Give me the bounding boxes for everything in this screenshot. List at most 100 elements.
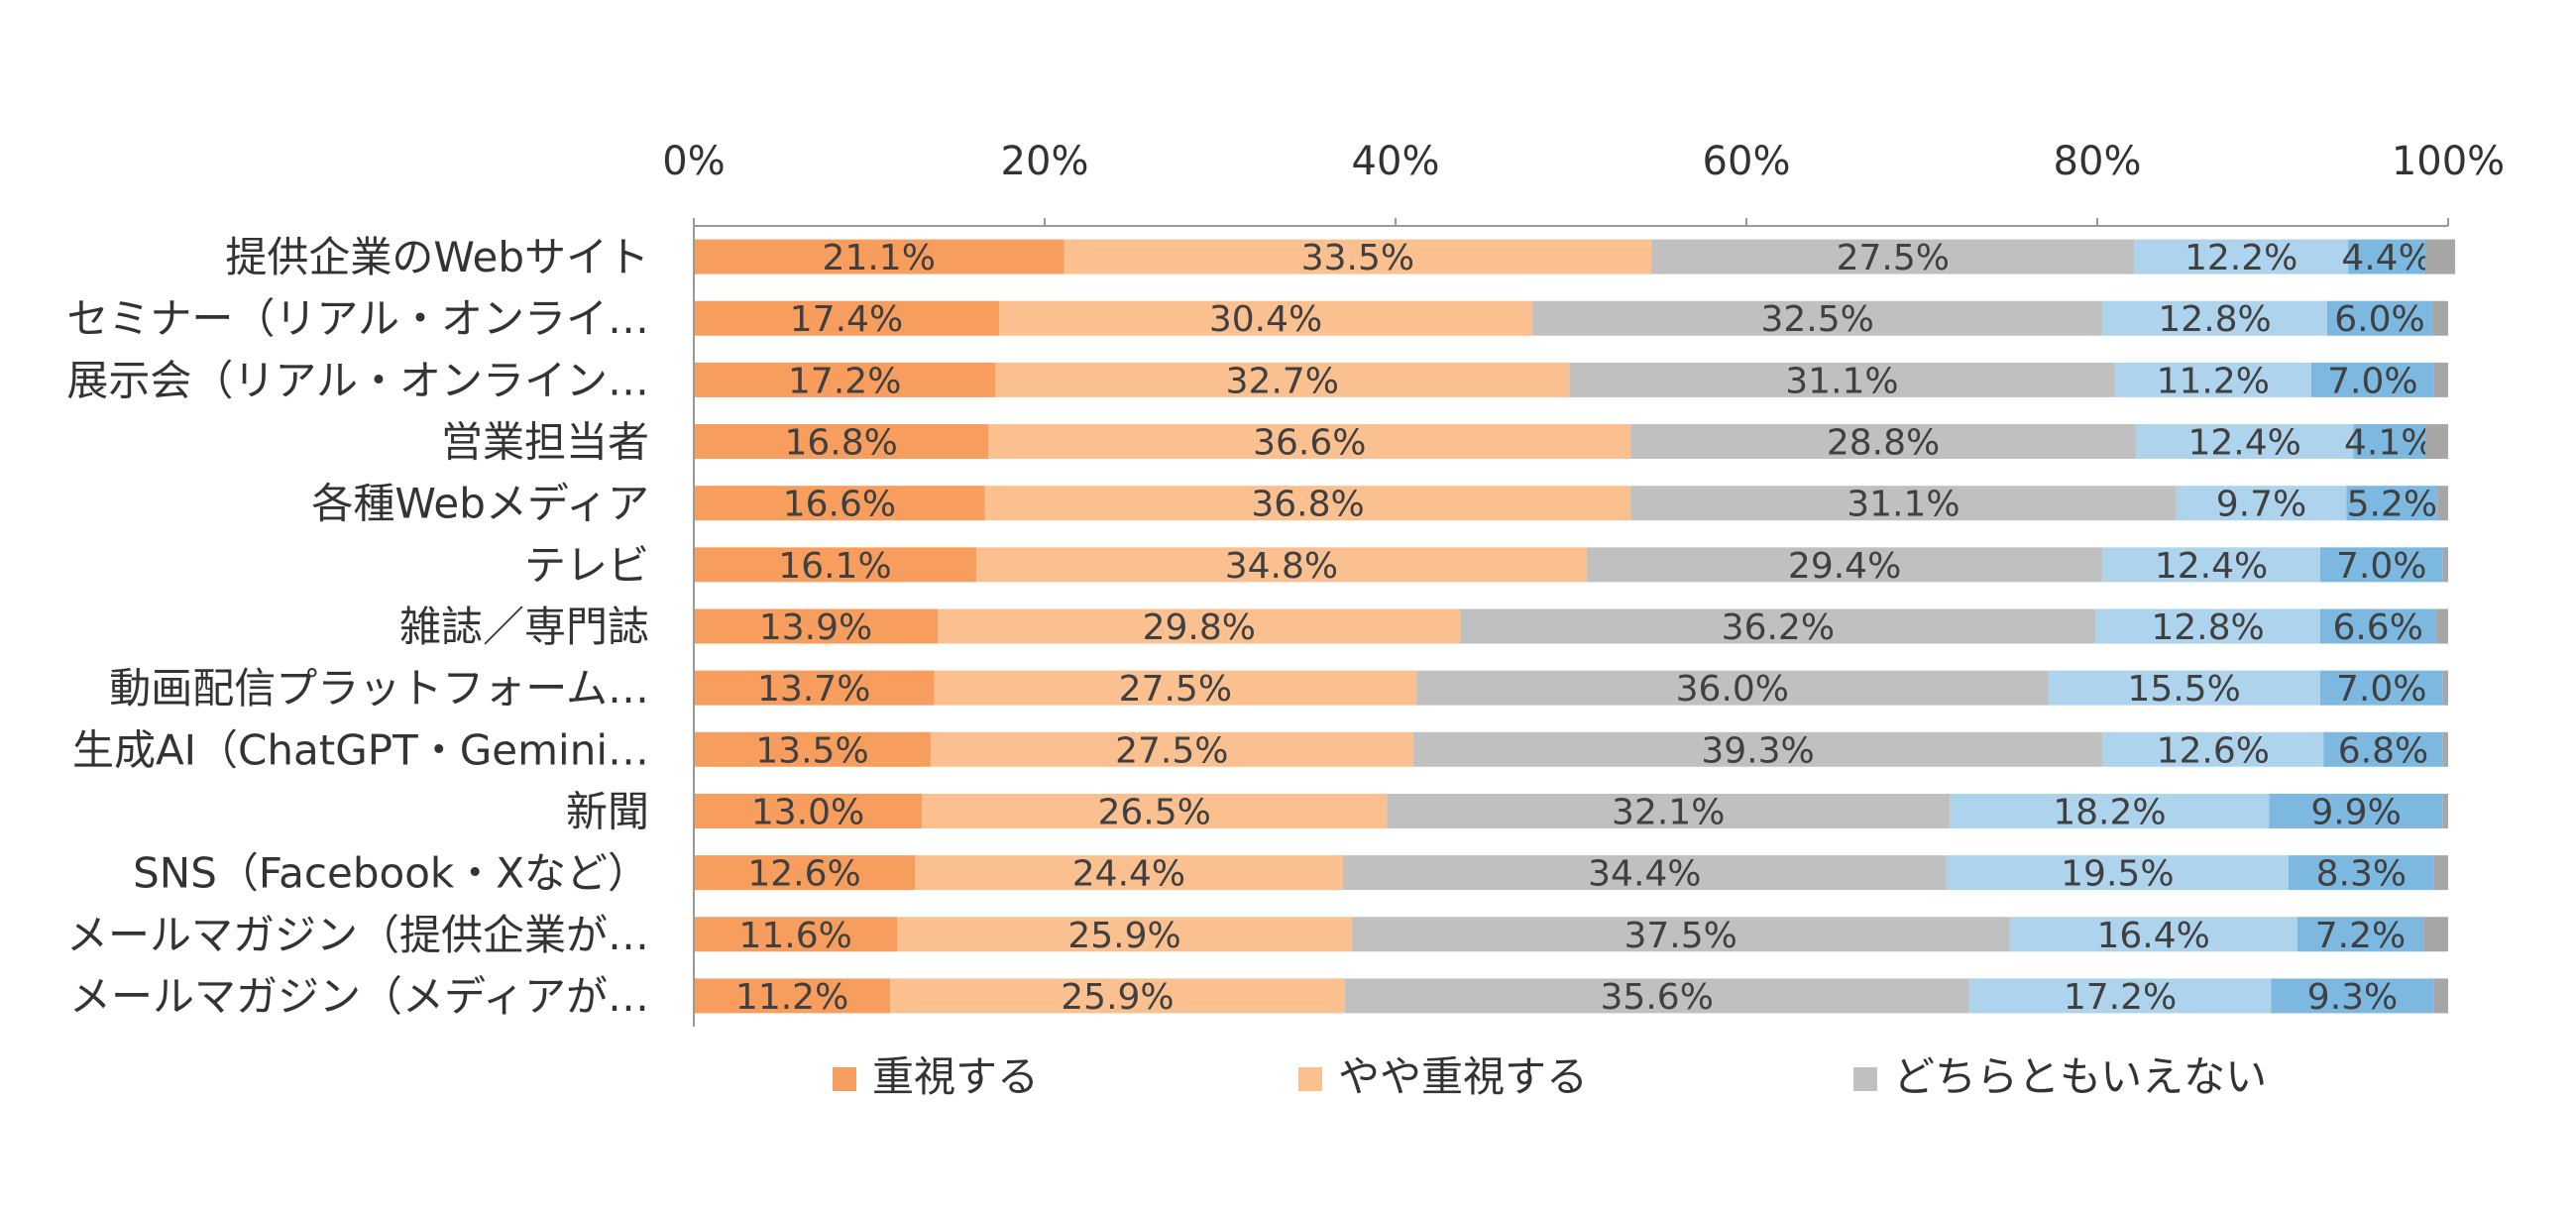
- category-label: SNS（Facebook・Xなど）: [133, 849, 649, 898]
- data-label: 36.2%: [1722, 607, 1835, 648]
- data-label: 13.0%: [751, 792, 864, 832]
- data-label: 12.2%: [2184, 238, 2297, 278]
- category-label: 雑誌／専門誌: [399, 603, 649, 651]
- category-label: 各種Webメディア: [311, 480, 649, 528]
- bar-segment: [2433, 362, 2448, 397]
- bar-segment: [694, 793, 923, 828]
- bar-segment: [2114, 362, 2311, 397]
- data-label: 16.6%: [783, 485, 896, 525]
- bar-segment: [694, 608, 939, 644]
- data-label: 32.5%: [1760, 299, 1873, 340]
- category-label: セミナー（リアル・オンライ…: [66, 294, 649, 343]
- bar-segment: [1532, 300, 2103, 336]
- data-label: 32.7%: [1226, 361, 1339, 401]
- x-tick-label: 0%: [662, 139, 725, 184]
- data-label: 15.5%: [2127, 669, 2240, 710]
- bar-segment: [694, 855, 916, 891]
- data-label: 36.0%: [1676, 669, 1789, 710]
- bar-segment: [694, 978, 891, 1014]
- bar-segment: [1630, 424, 2136, 460]
- legend-swatch: [1853, 1067, 1877, 1091]
- data-label: 6.0%: [2334, 299, 2424, 340]
- bar-segment: [2437, 486, 2448, 521]
- x-tick-label: 20%: [1001, 139, 1089, 184]
- bar-segment: [2323, 731, 2443, 767]
- bar-segment: [890, 978, 1345, 1014]
- bar-segment: [2424, 424, 2448, 460]
- bar-segment: [1412, 731, 2103, 767]
- bar-segment: [1586, 547, 2103, 583]
- data-label: 12.4%: [2155, 546, 2268, 587]
- data-label: 36.8%: [1251, 485, 1364, 525]
- data-label: 7.0%: [2336, 546, 2426, 587]
- data-label: 25.9%: [1061, 977, 1174, 1018]
- data-label: 13.7%: [757, 669, 870, 710]
- data-label: 16.4%: [2096, 916, 2209, 956]
- category-label: 営業担当者: [441, 418, 649, 467]
- data-label: 9.9%: [2310, 792, 2401, 832]
- data-label: 4.1%: [2344, 423, 2434, 464]
- x-tick-label: 60%: [1703, 139, 1791, 184]
- bar-segment: [975, 547, 1587, 583]
- bar-segment: [1351, 917, 2010, 952]
- data-label: 7.0%: [2336, 669, 2426, 710]
- bar-segment: [1569, 362, 2115, 397]
- data-label: 39.3%: [1701, 730, 1814, 771]
- bar-segment: [2423, 917, 2448, 952]
- data-label: 12.6%: [2157, 730, 2270, 771]
- bar-segment: [2271, 978, 2434, 1014]
- x-tick-label: 80%: [2054, 139, 2142, 184]
- bar-segment: [2009, 917, 2297, 952]
- data-label: 36.6%: [1253, 423, 1366, 464]
- legend-label: 重視する: [872, 1052, 1039, 1101]
- category-label: テレビ: [524, 541, 649, 590]
- bar-segment: [2433, 978, 2448, 1014]
- bar-segment: [2095, 608, 2320, 644]
- data-label: 9.3%: [2307, 977, 2398, 1018]
- bar-segment: [694, 547, 976, 583]
- bar-segment: [2326, 300, 2433, 336]
- bar-segment: [922, 793, 1388, 828]
- bar-segment: [915, 855, 1343, 891]
- bar-segment: [2319, 670, 2443, 706]
- data-label: 16.1%: [778, 546, 891, 587]
- bar-segment: [2102, 300, 2327, 336]
- bar-segment: [2348, 239, 2425, 274]
- data-label: 28.8%: [1827, 423, 1940, 464]
- bar-segment: [1416, 670, 2049, 706]
- bar-segment: [1950, 793, 2270, 828]
- data-label: 33.5%: [1301, 238, 1414, 278]
- data-label: 8.3%: [2316, 854, 2407, 895]
- data-label: 27.5%: [1837, 238, 1950, 278]
- data-label: 19.5%: [2061, 854, 2174, 895]
- data-label: 34.4%: [1588, 854, 1701, 895]
- data-label: 12.6%: [747, 854, 860, 895]
- data-label: 26.5%: [1097, 792, 1210, 832]
- bar-segment: [2134, 239, 2349, 274]
- category-label: 新聞: [566, 787, 649, 835]
- bar-segment: [897, 917, 1352, 952]
- bar-segment: [1968, 978, 2272, 1014]
- bar-segment: [694, 300, 999, 336]
- data-label: 32.1%: [1612, 792, 1725, 832]
- bar-segment: [2310, 362, 2434, 397]
- data-label: 29.4%: [1788, 546, 1901, 587]
- x-tick-label: 100%: [2392, 139, 2505, 184]
- bar-segment: [694, 362, 996, 397]
- data-label: 17.2%: [788, 361, 901, 401]
- bar-segment: [1946, 855, 2289, 891]
- data-label: 24.4%: [1072, 854, 1185, 895]
- category-label: 提供企業のWebサイト: [225, 233, 649, 281]
- bar-segment: [1064, 239, 1652, 274]
- bar-segment: [1344, 978, 1969, 1014]
- bar-segment: [995, 362, 1570, 397]
- bar-segment: [2424, 239, 2456, 274]
- data-label: 34.8%: [1225, 546, 1338, 587]
- data-label: 37.5%: [1624, 916, 1736, 956]
- data-label: 31.1%: [1847, 485, 1960, 525]
- data-label: 27.5%: [1115, 730, 1228, 771]
- data-label: 30.4%: [1209, 299, 1322, 340]
- bar-segment: [2319, 608, 2436, 644]
